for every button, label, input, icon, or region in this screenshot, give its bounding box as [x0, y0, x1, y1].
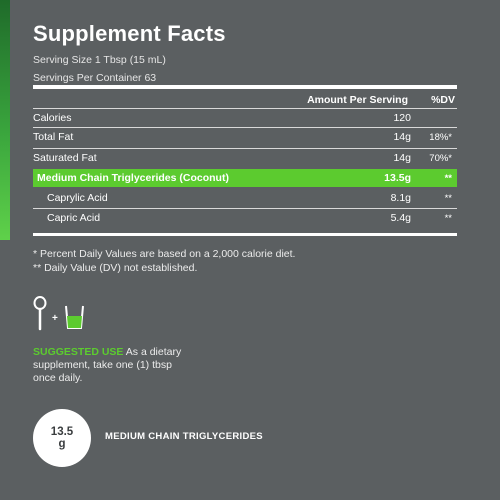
nutrient-dv: 18%* [429, 131, 452, 143]
badge-value: 13.5 [50, 426, 74, 438]
nutrient-row-caprylic-acid: Caprylic Acid 8.1g ** [33, 189, 457, 207]
badge-unit: g [58, 438, 66, 450]
nutrient-name: Caprylic Acid [47, 192, 108, 204]
divider [33, 127, 457, 128]
nutrient-row-total-fat: Total Fat 14g 18%* [33, 128, 457, 146]
nutrient-name: Capric Acid [47, 212, 101, 224]
suggested-use-label: SUGGESTED USE [33, 346, 124, 358]
divider [33, 148, 457, 149]
footnote-dv: * Percent Daily Values are based on a 2,… [33, 248, 296, 260]
nutrient-amount: 5.4g [390, 212, 411, 224]
nutrient-dv: ** [444, 172, 452, 184]
servings-per-container: Servings Per Container 63 [33, 72, 157, 84]
badge-label: MEDIUM CHAIN TRIGLYCERIDES [105, 431, 263, 442]
nutrient-amount: 13.5g [384, 172, 411, 184]
amount-column-header: Amount Per Serving [307, 94, 408, 106]
nutrient-row-capric-acid: Capric Acid 5.4g ** [33, 209, 457, 227]
plus-sign: + [52, 313, 58, 324]
suggested-use: SUGGESTED USE As a dietary supplement, t… [33, 346, 193, 385]
nutrient-name: Saturated Fat [33, 152, 97, 164]
nutrient-dv: ** [444, 192, 452, 204]
dv-column-header: %DV [431, 94, 455, 106]
suggested-use-text: As a dietary supplement, take one (1) tb… [33, 346, 182, 384]
nutrient-amount: 14g [393, 131, 411, 143]
nutrient-name: Calories [33, 112, 72, 124]
nutrient-row-saturated-fat: Saturated Fat 14g 70%* [33, 149, 457, 167]
nutrient-amount: 120 [393, 112, 411, 124]
nutrient-amount: 8.1g [390, 192, 411, 204]
serving-size: Serving Size 1 Tbsp (15 mL) [33, 54, 166, 66]
nutrient-dv: ** [444, 212, 452, 224]
nutrient-dv: 70%* [429, 152, 452, 164]
spoon-icon: + [33, 296, 84, 331]
divider [33, 208, 457, 209]
thick-divider [33, 85, 457, 89]
nutrient-name: Medium Chain Triglycerides (Coconut) [37, 172, 229, 184]
divider [33, 108, 457, 109]
nutrient-amount: 14g [393, 152, 411, 164]
mct-badge: 13.5 g [33, 409, 91, 467]
nutrient-row-calories: Calories 120 [33, 109, 457, 127]
accent-bar [0, 0, 10, 240]
thick-divider [33, 233, 457, 236]
panel-title: Supplement Facts [33, 21, 226, 46]
usage-icons: + [33, 296, 113, 332]
nutrient-row-mct: Medium Chain Triglycerides (Coconut) 13.… [33, 169, 457, 187]
footnote-not-established: ** Daily Value (DV) not established. [33, 262, 198, 274]
nutrient-name: Total Fat [33, 131, 74, 143]
